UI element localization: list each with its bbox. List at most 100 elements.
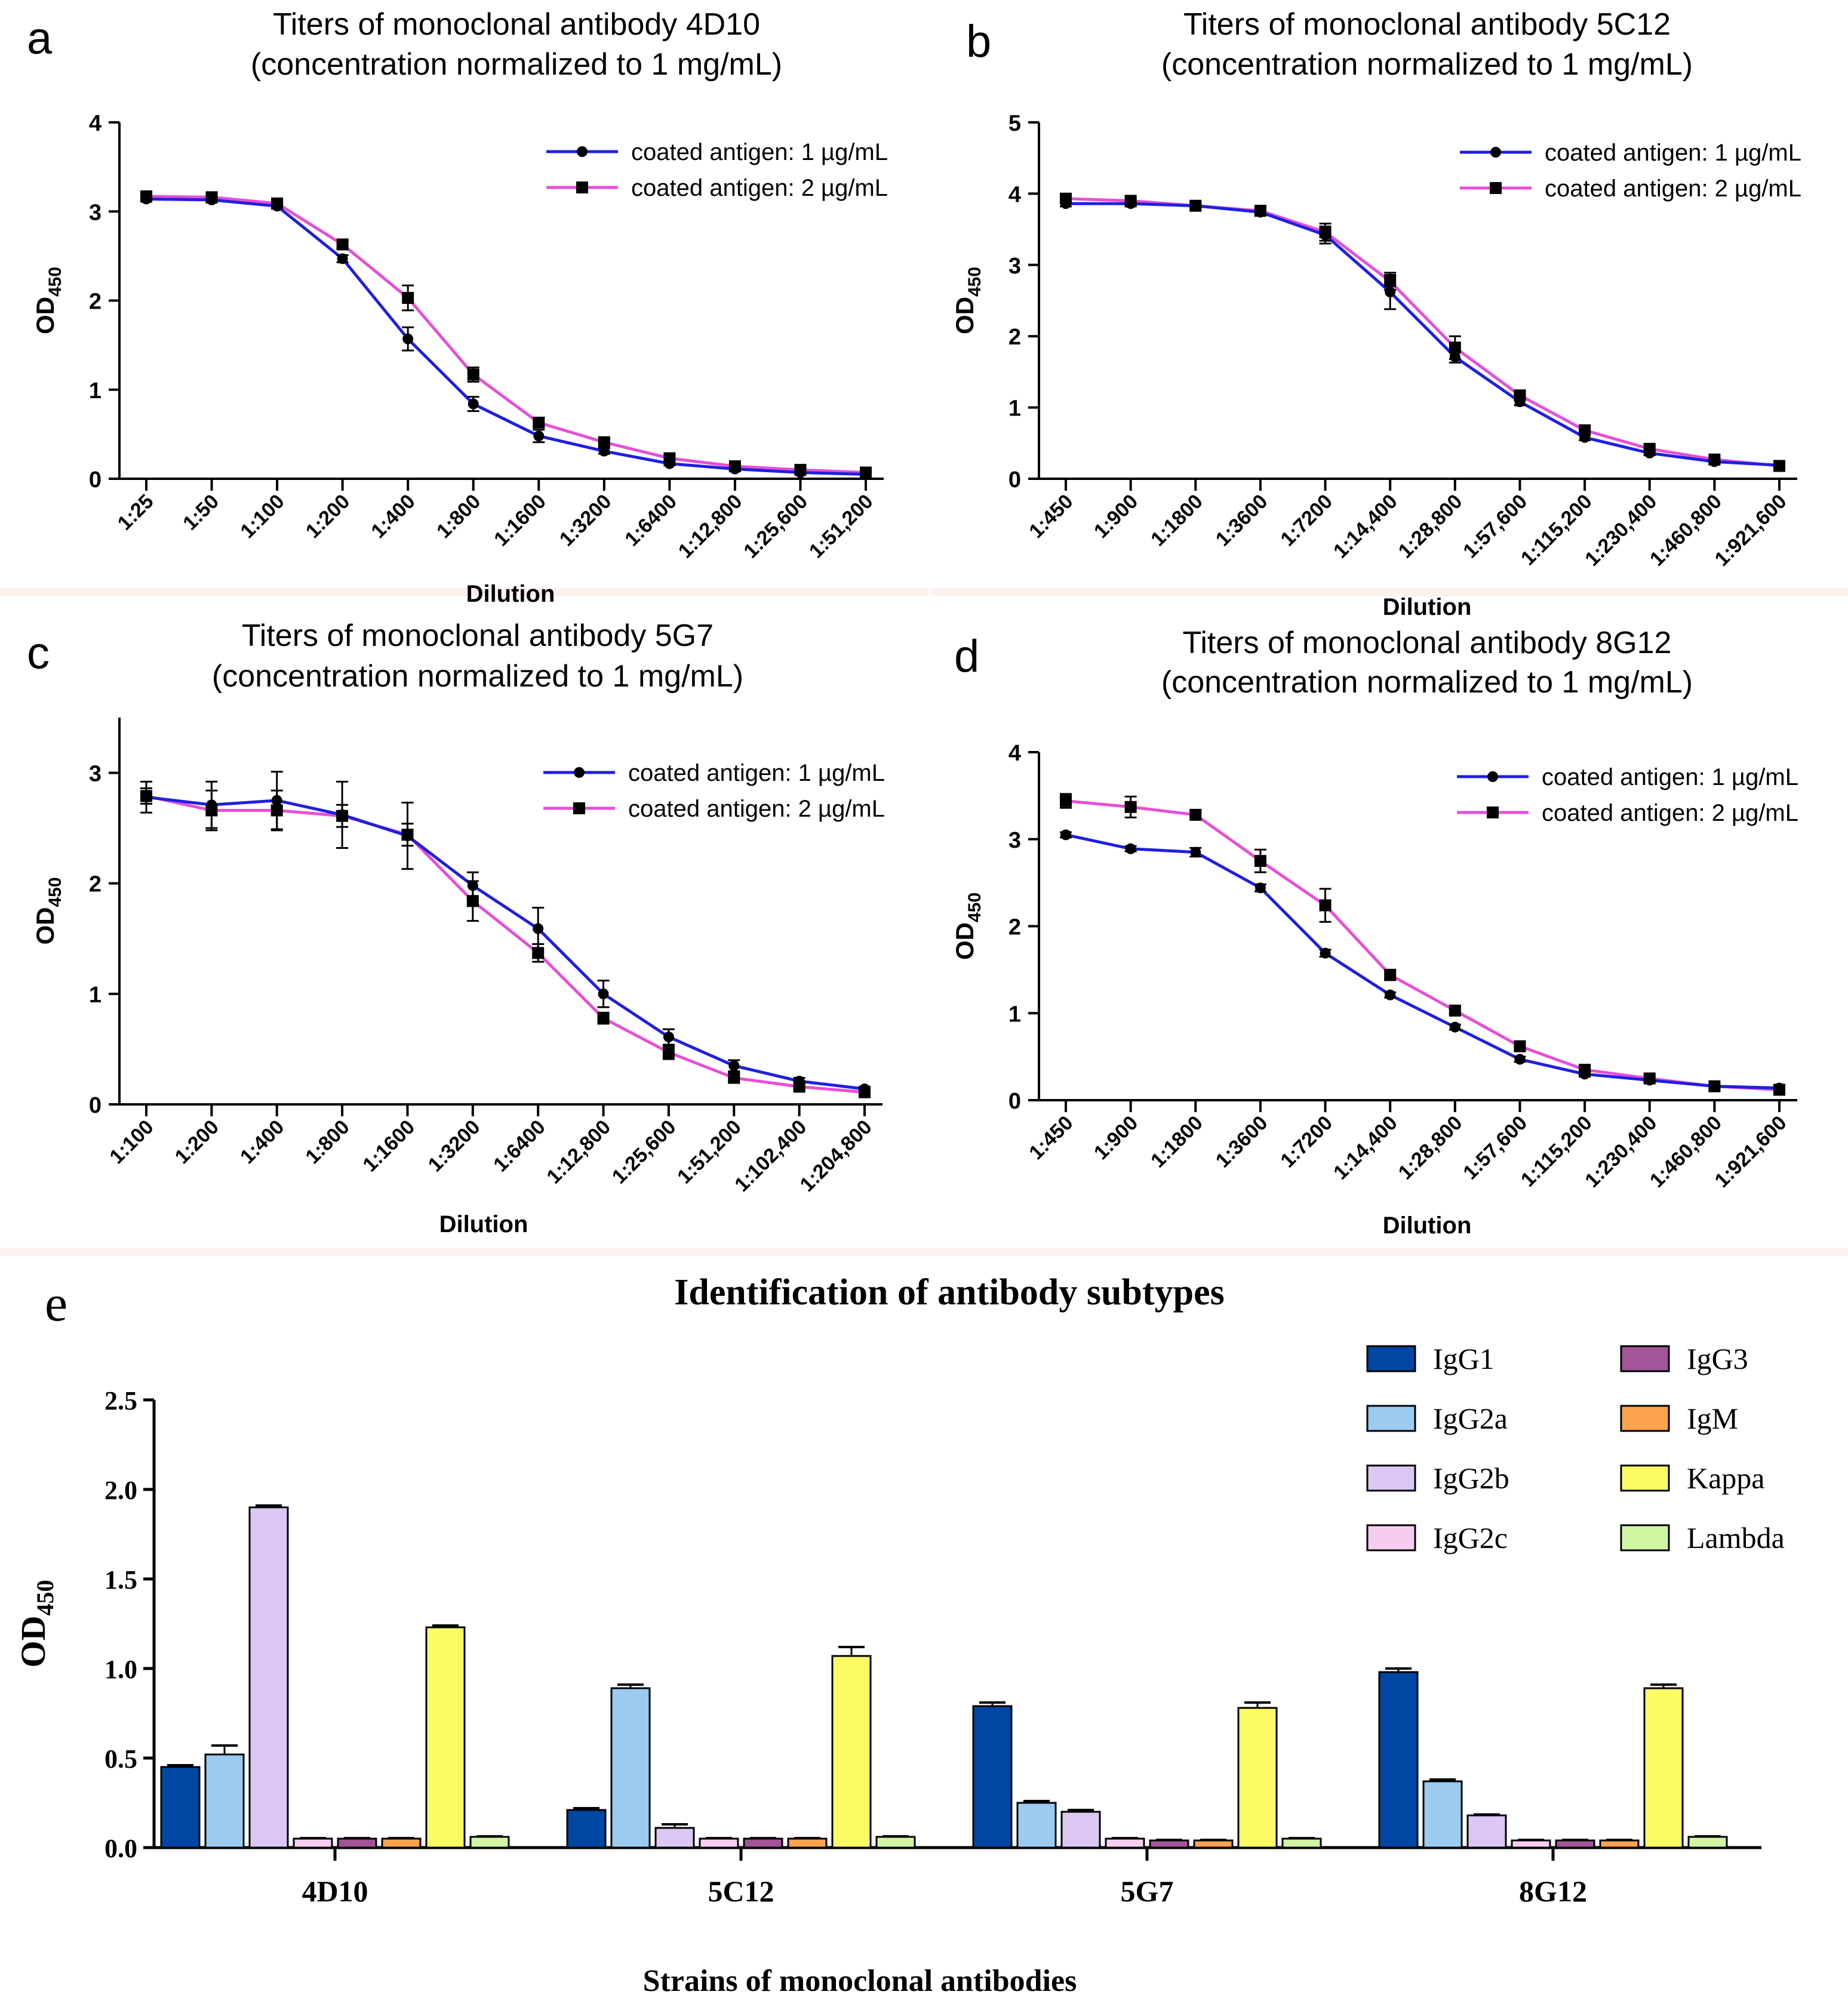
data-point-circle-d	[1060, 829, 1071, 841]
x-tick-label-d: 1:900	[1090, 1112, 1142, 1164]
x-tick-label-d: 1:1800	[1146, 1112, 1207, 1172]
panel-separator	[0, 1248, 1848, 1256]
y-axis-label-main: OD	[31, 297, 59, 334]
x-tick-label-a: 1:25,600	[739, 490, 812, 563]
y-axis-label-sub: 450	[45, 877, 65, 907]
x-tick-label-c: 1:12,800	[542, 1116, 615, 1189]
x-tick-label-d: 1:3600	[1211, 1112, 1272, 1172]
data-point-circle-d	[1190, 846, 1201, 858]
y-tick-label-b: 1	[1008, 396, 1021, 421]
bar-5G7-IgG2c	[1105, 1837, 1145, 1849]
x-tick-label-a: 1:50	[179, 490, 223, 535]
legend-label-e: IgM	[1687, 1402, 1738, 1435]
bar-8G12-IgG1	[1378, 1671, 1419, 1849]
bar-5C12-IgM	[787, 1837, 828, 1849]
y-tick-label-c: 1	[89, 983, 102, 1008]
data-point-circle-d	[1254, 882, 1266, 894]
legend-label-a: coated antigen: 2 µg/mL	[631, 175, 888, 201]
data-point-square-a	[728, 460, 741, 473]
y-tick-label-c: 2	[89, 872, 102, 897]
bar-8G12-IgG3	[1555, 1839, 1595, 1849]
legend-marker-a	[576, 181, 588, 193]
data-point-square-a	[533, 416, 545, 429]
data-point-square-b	[1254, 205, 1266, 217]
y-tick-label-b: 5	[1008, 111, 1021, 136]
x-tick-label-c: 1:3200	[424, 1116, 485, 1177]
bar-8G12-IgG2a	[1422, 1780, 1463, 1849]
data-point-square-b	[1514, 389, 1526, 402]
data-point-square-a	[860, 466, 872, 479]
series-line-d-1	[1065, 833, 1780, 1090]
data-point-square-b	[1384, 275, 1397, 288]
bar-8G12-IgG2c	[1511, 1839, 1551, 1849]
bar-8G12-Kappa	[1643, 1687, 1684, 1849]
data-point-square-a	[140, 190, 152, 202]
x-tick-label-c: 1:6400	[489, 1116, 550, 1177]
y-tick-label-e: 2.0	[104, 1476, 137, 1505]
chart-subtitle-d: (concentration normalized to 1 mg/mL)	[1161, 665, 1693, 700]
panel-separator	[0, 588, 928, 596]
data-point-square-a	[598, 436, 610, 448]
data-point-square-d	[1254, 855, 1266, 867]
bar-5G7-IgG1	[972, 1705, 1013, 1849]
data-point-square-a	[205, 191, 218, 204]
y-axis-label-c: OD450	[31, 877, 65, 944]
y-tick-label-d: 1	[1008, 1002, 1021, 1027]
bar-4D10-IgG2c	[293, 1837, 333, 1849]
legend-label-e: IgG2c	[1433, 1521, 1508, 1554]
data-point-circle-c	[663, 1032, 674, 1043]
y-axis-label-a: OD450	[31, 267, 65, 334]
legend-label-d: coated antigen: 2 µg/mL	[1542, 800, 1798, 826]
x-tick-label-b: 1:450	[1025, 490, 1077, 543]
panel-e: e Identification of antibody subtypes 0.0 0…	[14, 1272, 1785, 1998]
data-point-square-c	[401, 829, 414, 841]
data-point-square-a	[271, 197, 284, 210]
series-line-c-1	[146, 795, 865, 1091]
data-point-circle-d	[1449, 1021, 1460, 1033]
bar-5C12-Lambda	[875, 1836, 916, 1849]
data-point-square-a	[467, 368, 479, 381]
legend-label-e: IgG3	[1687, 1342, 1748, 1375]
x-tick-label-b: 1:3600	[1211, 490, 1272, 551]
data-point-circle-c	[598, 988, 609, 999]
panel-letter-d: d	[954, 631, 979, 682]
legend-label-e: Kappa	[1687, 1461, 1765, 1495]
panel-c: c Titers of monoclonal antibody 5G7 (conce…	[27, 618, 885, 1238]
x-tick-label-d: 1:28,800	[1394, 1112, 1467, 1184]
data-point-square-a	[336, 238, 349, 251]
data-point-square-c	[336, 809, 349, 822]
legend-swatch-e	[1366, 1345, 1416, 1372]
data-point-square-c	[859, 1086, 871, 1098]
bar-5G7-IgG2a	[1016, 1802, 1057, 1849]
series-line-a-1	[146, 197, 866, 476]
data-point-square-c	[532, 947, 545, 959]
legend-marker-a	[577, 146, 588, 157]
bar-5C12-IgG2a	[610, 1687, 651, 1849]
data-point-square-b	[1579, 424, 1591, 436]
legend-marker-d	[1487, 771, 1498, 782]
data-point-square-b	[1708, 453, 1721, 466]
data-point-square-b	[1124, 195, 1137, 207]
data-point-circle-d	[1125, 843, 1136, 854]
x-axis-label-b: Dilution	[1383, 594, 1472, 620]
x-tick-label-c: 1:25,600	[608, 1116, 681, 1189]
bar-5G7-IgG2b	[1060, 1811, 1101, 1849]
bar-5C12-IgG1	[566, 1809, 607, 1849]
legend-label-e: IgG2a	[1433, 1402, 1508, 1435]
y-tick-label-b: 3	[1008, 254, 1021, 279]
y-axis-label-sub: 450	[965, 267, 985, 297]
x-tick-label-c: 1:1600	[358, 1116, 419, 1177]
data-point-circle-a	[337, 253, 348, 264]
bar-5C12-Kappa	[831, 1655, 872, 1849]
legend-label-b: coated antigen: 1 µg/mL	[1545, 140, 1801, 166]
data-point-square-c	[662, 1046, 675, 1058]
data-point-circle-a	[598, 445, 610, 457]
data-point-circle-d	[1385, 989, 1396, 1001]
data-point-circle-d	[1320, 947, 1331, 959]
x-tick-label-a: 1:100	[236, 490, 288, 543]
data-point-square-a	[794, 464, 807, 476]
y-tick-label-a: 3	[89, 200, 102, 225]
x-tick-label-d: 1:921,600	[1711, 1112, 1791, 1192]
data-point-circle-c	[533, 923, 544, 934]
